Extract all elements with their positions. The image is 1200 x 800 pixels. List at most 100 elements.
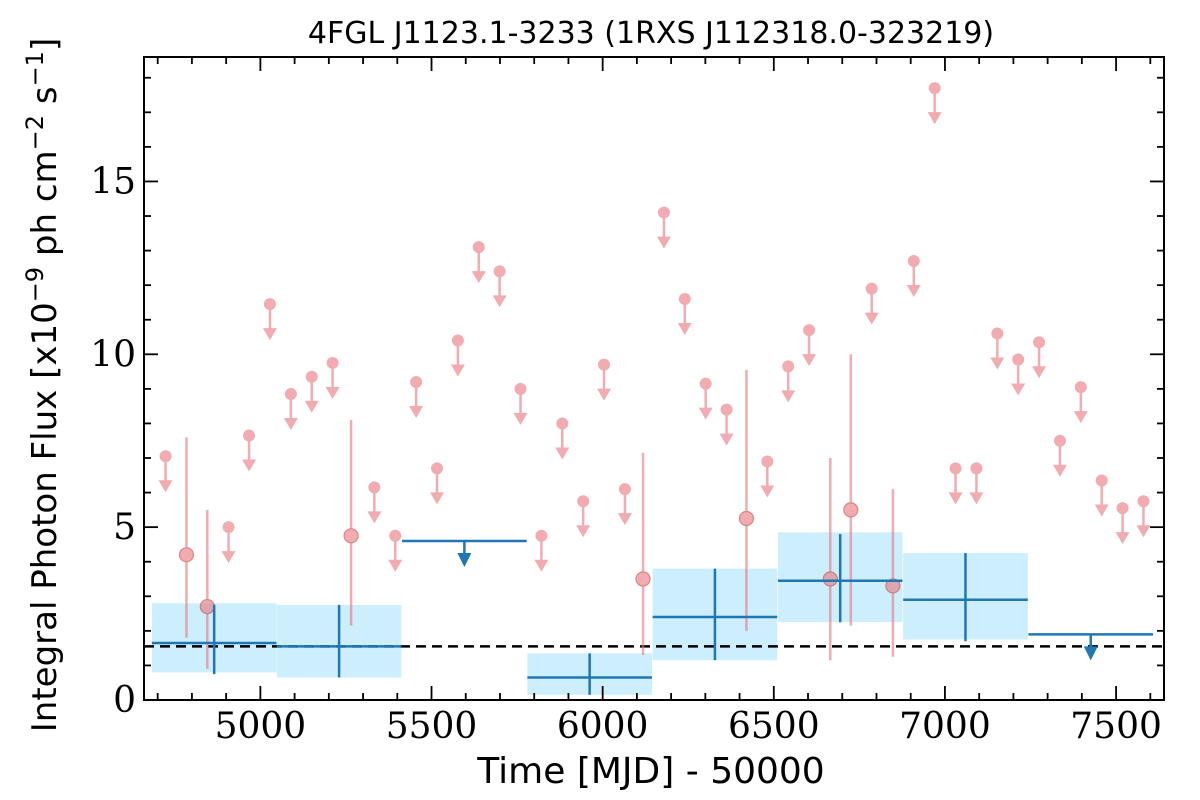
data-point <box>598 358 611 371</box>
x-tick-label: 7000 <box>899 706 991 747</box>
short-bin-upper-limit <box>1011 353 1026 396</box>
short-bin-upper-limit <box>471 241 486 284</box>
limit-arrow <box>1032 366 1047 379</box>
limit-arrow <box>656 236 671 249</box>
data-point <box>326 356 339 369</box>
limit-arrow <box>906 284 921 297</box>
limit-arrow <box>534 559 549 572</box>
data-point <box>1095 474 1108 487</box>
long-bin-detection <box>903 553 1028 642</box>
short-bin-upper-limit <box>781 360 796 403</box>
short-bin-upper-limit <box>906 254 921 297</box>
data-point <box>1033 336 1046 349</box>
long-bin-upper-limit <box>1028 633 1154 661</box>
short-bin-upper-limit <box>555 417 570 460</box>
y-axis-label-unit: ph cm <box>25 150 65 267</box>
limit-arrow <box>513 412 528 425</box>
short-bin-upper-limit <box>409 375 424 418</box>
data-point <box>843 502 859 518</box>
limit-arrow <box>969 492 984 505</box>
short-bin-upper-limit <box>1115 502 1130 545</box>
y-tick-label: 5 <box>113 507 136 548</box>
limit-arrow <box>283 418 298 431</box>
y-axis-label: Integral Photon Flux [x10−9 ph cm−2 s−1] <box>21 38 65 732</box>
short-bin-upper-limit <box>242 429 257 472</box>
y-tick-label: 15 <box>90 161 136 202</box>
limit-arrow <box>864 312 879 325</box>
short-bin-upper-limit <box>1094 474 1109 517</box>
data-point <box>159 450 172 463</box>
short-bin-upper-limit <box>1032 336 1047 379</box>
limit-arrow <box>617 513 632 526</box>
short-bin-upper-limit <box>864 282 879 325</box>
y-tick-label: 10 <box>90 334 136 375</box>
limit-arrow <box>1115 532 1130 545</box>
short-bin-upper-limit <box>698 377 713 420</box>
short-bin-upper-limit <box>492 265 507 308</box>
data-point <box>577 495 590 508</box>
limit-arrow <box>409 405 424 418</box>
data-point <box>178 547 195 563</box>
y-axis-label-tail-exp: −1 <box>21 51 49 86</box>
short-bin-upper-limit <box>429 462 444 505</box>
data-point <box>949 462 962 475</box>
limit-arrow <box>1011 383 1026 396</box>
limit-arrow <box>471 271 486 284</box>
short-bin-upper-limit <box>927 82 942 125</box>
data-point <box>243 429 256 442</box>
limit-arrow <box>325 386 340 399</box>
data-point <box>556 417 569 430</box>
limit-arrow <box>1052 464 1067 477</box>
data-point <box>657 206 670 219</box>
short-bin-upper-limit <box>534 529 549 572</box>
limit-arrow <box>990 357 1005 370</box>
short-bin-detection <box>178 437 195 638</box>
short-bin-detection <box>343 419 359 626</box>
short-bin-upper-limit <box>802 324 817 367</box>
data-point <box>678 292 691 305</box>
short-bin-upper-limit <box>221 521 236 564</box>
short-bin-upper-limit <box>450 334 465 377</box>
limit-arrow <box>802 354 817 367</box>
limit-arrow <box>1073 411 1088 424</box>
data-point <box>535 529 548 542</box>
short-bin-upper-limit <box>1136 495 1151 538</box>
short-bin-upper-limit <box>388 529 403 572</box>
short-bin-upper-limit <box>677 292 692 335</box>
limit-arrow <box>597 388 612 401</box>
data-point <box>803 324 816 337</box>
short-bin-upper-limit <box>719 403 734 446</box>
data-point <box>865 282 878 295</box>
data-point <box>199 599 215 615</box>
x-tick-label: 5000 <box>215 706 307 747</box>
data-point <box>1116 502 1129 515</box>
x-tick-label: 5500 <box>386 706 478 747</box>
long-bin-detection <box>652 568 778 661</box>
y-axis-label-main: Integral Photon Flux [x10 <box>25 302 65 732</box>
data-point <box>970 462 983 475</box>
short-bin-detection <box>738 369 755 631</box>
short-bin-upper-limit <box>262 298 277 341</box>
data-point <box>907 254 920 267</box>
limit-arrow <box>367 511 382 524</box>
x-tick-label: 6000 <box>557 706 649 747</box>
x-tick-label: 6500 <box>728 706 820 747</box>
long-bin-detection <box>276 604 402 678</box>
data-point <box>761 455 774 468</box>
limit-arrow <box>262 328 277 341</box>
limit-arrow <box>555 447 570 460</box>
limit-arrow <box>927 112 942 125</box>
short-bin-detection <box>635 452 651 656</box>
limit-arrow <box>760 485 775 498</box>
short-bin-upper-limit <box>656 206 671 249</box>
limit-arrow <box>492 295 507 308</box>
x-tick-label: 7500 <box>1070 706 1162 747</box>
chart-title: 4FGL J1123.1-3233 (1RXS J112318.0-323219… <box>308 16 994 51</box>
data-point <box>305 370 318 383</box>
data-point <box>1137 495 1150 508</box>
data-point <box>782 360 795 373</box>
limit-arrow <box>304 400 319 413</box>
data-point <box>991 327 1004 340</box>
short-bin-upper-limit <box>325 356 340 399</box>
